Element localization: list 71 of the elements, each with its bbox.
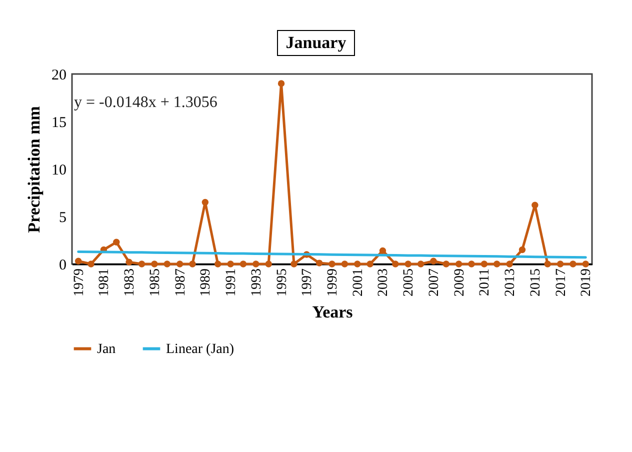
point (176, 260, 184, 268)
point (252, 260, 260, 268)
x-tick-label: 2013 (503, 268, 518, 296)
point (341, 260, 348, 268)
x-tick-label: 2015 (528, 268, 544, 296)
point (379, 247, 386, 254)
chart-title: January (276, 30, 356, 56)
point (164, 260, 170, 268)
point (202, 198, 209, 206)
point (417, 260, 424, 268)
x-tick-label: 1993 (249, 268, 264, 296)
x-tick-label: 1989 (198, 268, 214, 296)
point (265, 260, 272, 268)
x-tick-label: 2007 (426, 268, 442, 296)
x-tick-label: 2005 (402, 268, 417, 296)
x-tick-label: 2019 (579, 268, 594, 296)
point (138, 260, 146, 268)
x-tick-label: 1983 (122, 268, 138, 296)
x-tick-label: 2003 (376, 268, 392, 296)
point (366, 260, 374, 268)
point (214, 260, 222, 268)
point (126, 258, 132, 266)
y-axis-title: Precipitation mm (24, 106, 44, 233)
x-tick-label: 1997 (300, 268, 316, 296)
point (151, 260, 158, 268)
point (494, 260, 500, 268)
x-tick-label: 1981 (97, 268, 112, 296)
point (189, 260, 196, 268)
point (113, 238, 120, 246)
point (354, 260, 361, 268)
point (278, 80, 285, 87)
point (240, 260, 247, 268)
x-axis-title: Years (312, 302, 354, 322)
point (582, 260, 590, 268)
x-tick-label: 1995 (274, 268, 290, 296)
point (455, 260, 462, 268)
x-tick-label: 2001 (350, 268, 366, 296)
point (227, 260, 234, 268)
point (404, 260, 412, 268)
point (468, 260, 475, 268)
legend-label: Jan (97, 342, 116, 357)
legend-label: Linear (Jan) (166, 342, 234, 357)
y-tick-label: 5 (59, 210, 66, 226)
point (74, 258, 82, 264)
annotation: y = -0.0148x + 1.3056 (74, 94, 218, 111)
point (506, 260, 513, 268)
point (392, 260, 399, 268)
point (518, 246, 526, 254)
point (544, 260, 551, 268)
y-tick-label: 0 (59, 258, 66, 274)
y-tick-label: 20 (52, 68, 66, 84)
x-tick-label: 2011 (478, 268, 493, 296)
y-tick-label: 10 (52, 162, 66, 178)
point (532, 202, 538, 208)
point (316, 260, 323, 266)
point (88, 260, 94, 268)
point (480, 260, 488, 268)
x-tick-label: 1991 (224, 268, 240, 296)
point (442, 260, 450, 268)
x-tick-label: 2009 (452, 268, 468, 296)
y-tick-label: 15 (52, 115, 66, 131)
x-tick-label: 1979 (72, 268, 87, 296)
point (430, 258, 437, 264)
point (290, 260, 298, 268)
point (556, 260, 564, 268)
x-tick-label: 1987 (173, 268, 188, 296)
point (570, 260, 576, 268)
point (328, 260, 336, 268)
x-tick-label: 1999 (326, 268, 340, 296)
x-tick-label: 2017 (554, 268, 569, 296)
x-tick-label: 1985 (148, 268, 163, 296)
